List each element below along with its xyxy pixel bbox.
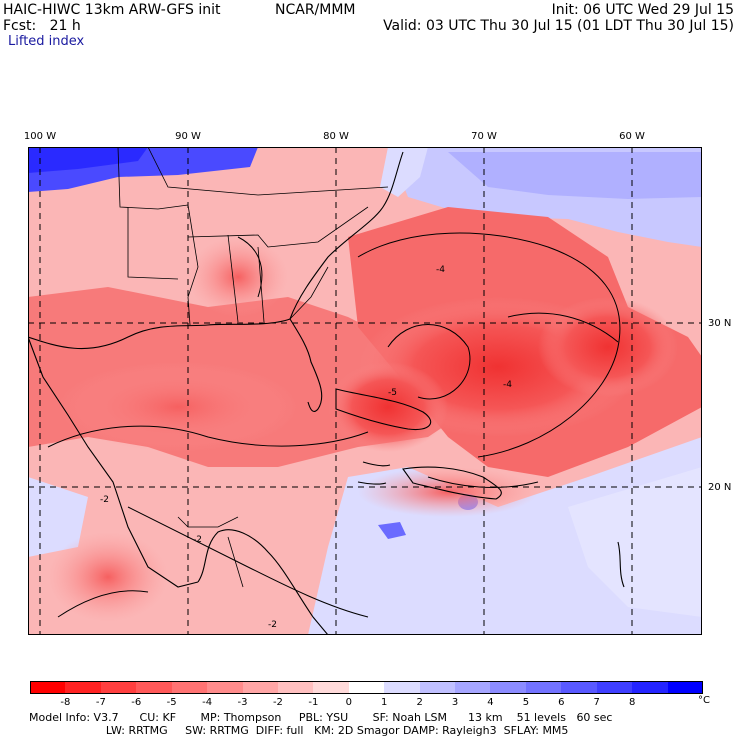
colorbar-label: 7 xyxy=(593,697,600,708)
colorbar-label: 1 xyxy=(381,697,388,708)
colorbar-unit: °C xyxy=(698,695,710,706)
colorbar-swatch xyxy=(171,681,208,694)
colorbar-label: -2 xyxy=(272,697,283,708)
colorbar-label: -5 xyxy=(166,697,177,708)
colorbar-label: -4 xyxy=(202,697,213,708)
forecast-hour: Fcst: 21 h xyxy=(3,18,81,34)
organization-label: NCAR/MMM xyxy=(275,2,356,18)
unstable-regions xyxy=(28,207,702,622)
contour-label: -2 xyxy=(268,620,277,630)
lat-label-30n: 30 N xyxy=(708,318,732,329)
colorbar-label: 5 xyxy=(522,697,530,708)
field-name: Lifted index xyxy=(8,34,85,49)
colorbar-label: -8 xyxy=(60,697,71,708)
colorbar-label: 6 xyxy=(558,697,565,708)
init-time: Init: 06 UTC Wed 29 Jul 15 xyxy=(551,2,734,18)
contour-label: -2 xyxy=(100,495,109,505)
colorbar-swatch xyxy=(561,681,598,694)
colorbar-swatch xyxy=(65,681,102,694)
li-contours xyxy=(47,232,621,618)
contour-label: -2 xyxy=(193,535,202,545)
colorbar-swatch xyxy=(277,681,314,694)
model-info-line1: Model Info: V3.7 CU: KF MP: Thompson PBL… xyxy=(29,711,613,724)
contour-label: -5 xyxy=(388,388,397,398)
contour-label-group: -4 -4 -5 -2 -2 -2 xyxy=(100,265,512,630)
colorbar-swatch xyxy=(419,681,456,694)
colorbar-swatch xyxy=(242,681,279,694)
colorbar-swatch xyxy=(348,681,385,694)
colorbar-label: 8 xyxy=(628,697,636,708)
colorbar-swatch xyxy=(632,681,669,694)
colorbar-label: 2 xyxy=(416,697,423,708)
colorbar-label: 4 xyxy=(487,697,494,708)
colorbar-swatch xyxy=(384,681,421,694)
lon-label-100w: 100 W xyxy=(23,131,57,142)
model-title: HAIC-HIWC 13km ARW-GFS init xyxy=(3,2,221,18)
colorbar-swatch xyxy=(596,681,633,694)
colorbar-label: 0 xyxy=(345,697,352,708)
model-info-line2: LW: RRTMG SW: RRTMG DIFF: full KM: 2D Sm… xyxy=(29,724,569,737)
colorbar-label: 3 xyxy=(451,697,459,708)
contour-label: -4 xyxy=(436,265,445,275)
colorbar-swatch xyxy=(100,681,137,694)
colorbar-swatch xyxy=(136,681,173,694)
lifted-index-map: -4 -4 -5 -2 -2 -2 xyxy=(28,147,702,635)
colorbar-label: -7 xyxy=(95,697,106,708)
lat-label-20n: 20 N xyxy=(708,482,732,493)
colorbar-swatch xyxy=(490,681,527,694)
colorbar-label: -6 xyxy=(131,697,142,708)
colorbar-swatch xyxy=(525,681,562,694)
colorbar-label: -3 xyxy=(237,697,248,708)
colorbar-frame xyxy=(30,681,703,694)
colorbar-swatch xyxy=(207,681,243,694)
colorbar-label: -1 xyxy=(308,697,319,708)
lat-lon-grid xyxy=(28,147,702,635)
colorbar-swatch xyxy=(667,681,704,694)
lon-label-60w: 60 W xyxy=(619,131,645,142)
lon-label-90w: 90 W xyxy=(175,131,201,142)
valid-time: Valid: 03 UTC Thu 30 Jul 15 (01 LDT Thu … xyxy=(383,18,734,34)
map-frame xyxy=(28,147,702,635)
colorbar-swatch xyxy=(30,681,66,694)
lon-label-70w: 70 W xyxy=(471,131,497,142)
colorbar-swatch xyxy=(313,681,350,694)
contour-label: -4 xyxy=(503,380,512,390)
colorbar-swatch xyxy=(455,681,491,694)
lon-label-80w: 80 W xyxy=(323,131,349,142)
state-borders xyxy=(117,147,389,588)
